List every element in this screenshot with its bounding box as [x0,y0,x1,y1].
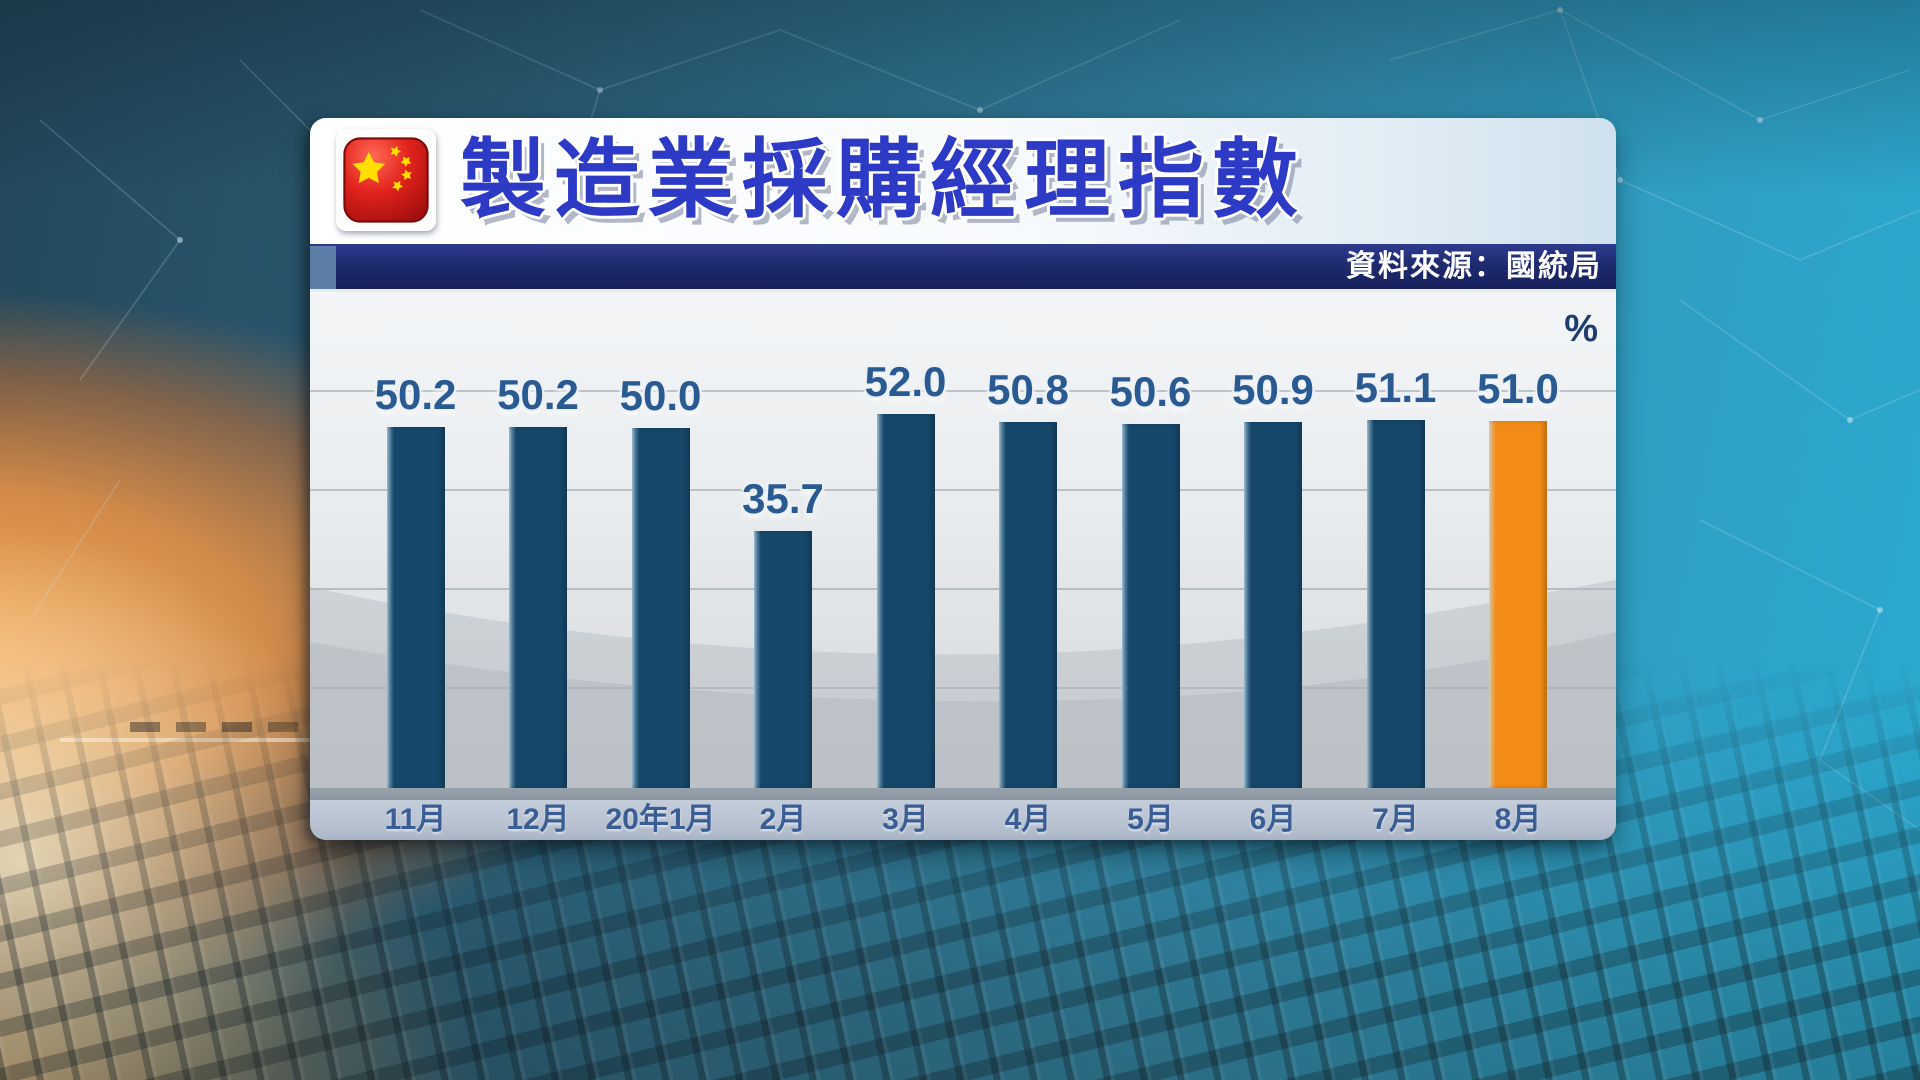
bar [754,531,812,788]
bar-value-label: 51.0 [1477,365,1559,412]
x-axis-label: 6月 [1249,803,1297,836]
bar-value-label: 52.0 [864,358,947,405]
bar-value-label: 50.2 [374,371,457,418]
gridline [310,489,1616,491]
page-title: 製造業採購經理指數 [460,132,1306,228]
x-axis-label: 3月 [882,803,929,836]
bar-value-label: 50.8 [987,366,1069,413]
gridline [310,687,1616,689]
bar-group: 50.9 [1208,292,1338,788]
title-bar: 製造業採購經理指數 [310,118,1616,244]
bar-value-label: 50.6 [1109,368,1192,415]
x-axis-label: 8月 [1494,803,1542,836]
x-axis-label: 20年1月 [605,803,716,836]
x-axis-label: 11月 [384,803,447,836]
gridline [310,390,1616,392]
bar-value-label: 50.2 [497,371,579,418]
bar [1121,424,1180,788]
bar-highlighted [1489,421,1547,788]
gridline [310,588,1616,590]
bar [1244,422,1302,788]
pmi-graphic-panel: 製造業採購經理指數 資料來源：國統局 % 50.2 50.2 50.0 35.7 52.… [310,118,1616,840]
x-axis-label: 5月 [1127,803,1174,836]
bar-group: 52.0 [841,292,971,788]
x-axis: 11月 12月 20年1月 2月 3月 4月 5月 6月 7月 8月 [310,800,1616,840]
china-flag-icon [336,129,436,231]
bar [999,422,1057,788]
unit-label: % [1564,308,1598,350]
bar-value-label: 51.1 [1354,364,1437,411]
source-bar: 資料來源：國統局 [310,244,1616,292]
bars-container: 50.2 50.2 50.0 35.7 52.0 50.8 50.6 50.9 51.1 51.0 [310,292,1616,788]
bar-group: 51.0 [1453,292,1583,788]
bar-chart: % 50.2 50.2 50.0 35.7 52.0 50.8 50.6 50.9 51.1 51… [310,292,1616,788]
bar-group: 50.8 [963,292,1093,788]
bar-value-label: 50.0 [619,372,702,419]
bar-value-label: 35.7 [742,475,824,522]
bar-group: 50.0 [596,292,726,788]
x-axis-label: 2月 [759,803,807,836]
bar-group: 50.2 [351,292,481,788]
bar [631,428,690,788]
bar-value-label: 50.9 [1232,366,1314,413]
bar [1366,420,1425,788]
x-axis-label: 12月 [506,803,570,836]
bar [509,427,567,788]
bar [876,414,935,788]
bar [386,427,445,788]
bar-group: 50.2 [473,292,603,788]
x-axis-label: 7月 [1372,803,1419,836]
x-axis-label: 4月 [1004,803,1052,836]
bar-group: 51.1 [1331,292,1461,788]
axis-base-strip [310,788,1616,800]
source-label: 資料來源：國統局 [1346,250,1602,283]
bar-group: 35.7 [718,292,848,788]
accent-square [310,246,336,289]
bar-group: 50.6 [1086,292,1216,788]
